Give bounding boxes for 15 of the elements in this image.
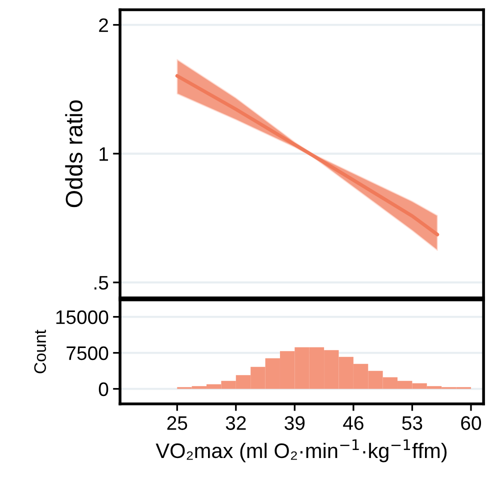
- y-tick-label: 2: [99, 18, 108, 32]
- y-axis-title: Count: [34, 330, 46, 374]
- y-tick-label: .5: [94, 276, 108, 290]
- x-tick-label: 32: [226, 416, 246, 430]
- y-tick-label: 0: [98, 382, 108, 396]
- y-tick-label: 1: [100, 147, 108, 161]
- y-tick-label: 7500: [66, 346, 108, 360]
- x-tick-label: 46: [343, 416, 364, 430]
- y-tick-label: 15000: [56, 310, 108, 324]
- y-axis-title: Odds ratio: [65, 100, 82, 208]
- x-axis-title: VO₂max (ml O₂·min$^{−1}$·kg$^{−1}$ffm): [156, 439, 447, 462]
- x-tick-label: 25: [167, 416, 188, 430]
- x-tick-label: 60: [461, 416, 482, 430]
- x-tick-label: 39: [284, 416, 305, 430]
- x-tick-label: 53: [402, 416, 422, 430]
